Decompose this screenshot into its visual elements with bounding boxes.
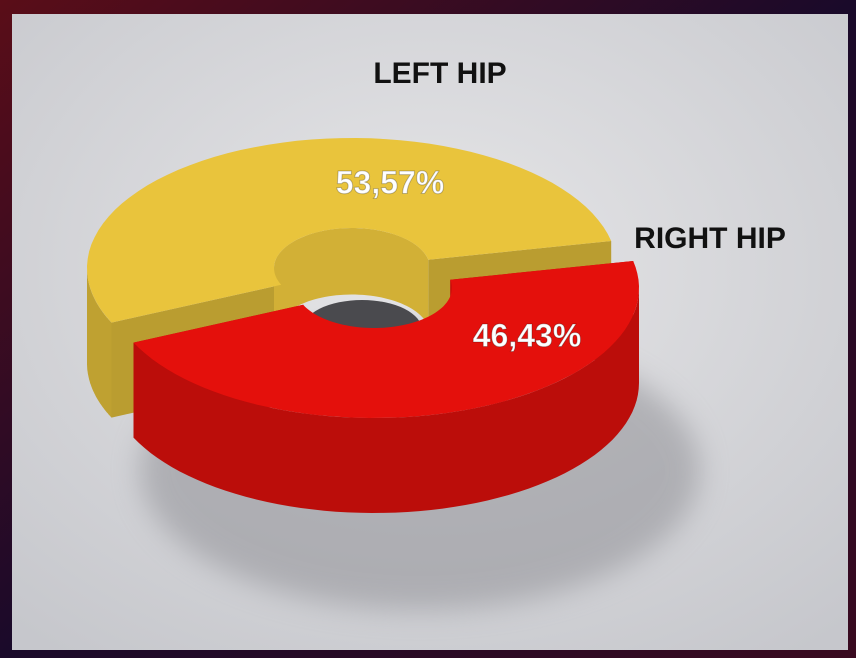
category-label: LEFT HIP	[373, 57, 506, 90]
category-label: RIGHT HIP	[634, 222, 786, 255]
slice	[133, 261, 639, 513]
value-label: 53,57%	[336, 164, 445, 200]
slice-top	[87, 138, 612, 323]
slices	[87, 138, 639, 513]
slice-side	[133, 288, 639, 513]
slice-top	[133, 261, 639, 418]
value-label: 46,43%	[473, 317, 582, 353]
slice-inner-wall	[274, 228, 429, 335]
slice-side	[87, 268, 112, 418]
